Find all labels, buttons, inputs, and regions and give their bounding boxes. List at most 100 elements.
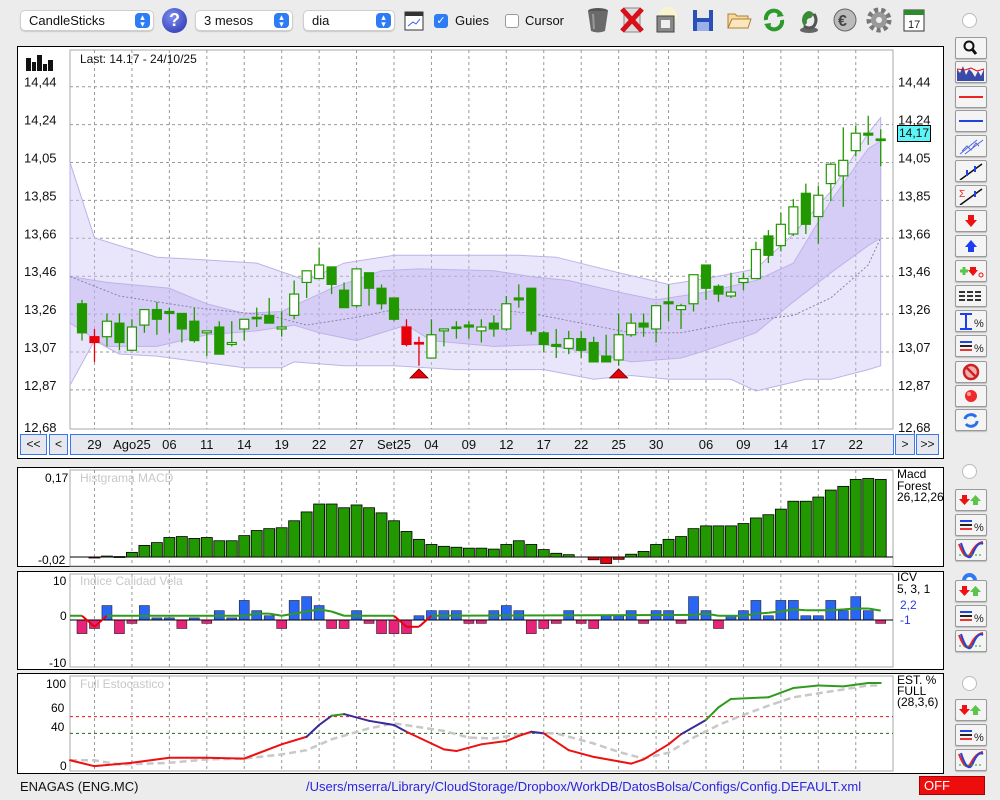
candle-body (189, 320, 200, 342)
crossover-button[interactable] (955, 539, 987, 561)
candle (601, 334, 612, 363)
candle-body (426, 334, 437, 359)
red-line-button[interactable] (955, 86, 987, 108)
candle (551, 328, 562, 359)
icv-line-segment (768, 610, 781, 614)
trendline-button[interactable] (955, 160, 987, 182)
save-icon[interactable] (690, 6, 716, 34)
blue-line-button[interactable] (955, 110, 987, 132)
icv-bar (550, 619, 562, 624)
candle (76, 299, 88, 341)
macd-bar (175, 536, 188, 558)
candle-body (463, 324, 474, 328)
crossover-button[interactable] (955, 749, 987, 771)
price-chart[interactable]: 14,44 14,44 14,24 14,24 14,05 14,05 13,85 13,85… (0, 0, 1000, 470)
candle (126, 319, 138, 351)
panel-radio-stoch[interactable] (962, 676, 977, 691)
interval-value: dia (312, 13, 330, 28)
candle (750, 241, 762, 280)
reload-button[interactable] (955, 409, 987, 431)
stop-button[interactable] (955, 361, 987, 383)
nav-first-button[interactable]: << (20, 434, 47, 455)
nav-prev-button[interactable]: < (49, 434, 68, 455)
nav-next-button[interactable]: > (895, 434, 915, 455)
candle (813, 185, 824, 244)
candle (214, 321, 225, 355)
sync-icon[interactable] (796, 6, 822, 34)
chart-type-select[interactable]: CandleSticks ▴ ▾ (20, 10, 154, 31)
config-path-link[interactable]: /Users/mserra/Library/CloudStorage/Dropb… (306, 779, 862, 794)
signals-button[interactable] (955, 699, 987, 721)
bar-chart-icon[interactable] (26, 55, 54, 71)
levels-percent-button[interactable]: % (955, 605, 987, 627)
candle-body (675, 305, 687, 311)
date-label: 14 (773, 437, 789, 452)
date-label: 06 (162, 437, 177, 452)
buy-signal-button[interactable] (955, 235, 987, 257)
delete-icon[interactable] (619, 6, 645, 34)
status-toggle[interactable]: OFF (919, 776, 985, 795)
icv-bar (276, 619, 287, 629)
calendar-icon[interactable]: 17 (901, 6, 927, 34)
grid-lines-button[interactable] (955, 285, 987, 307)
panel-radio-macd[interactable] (962, 464, 977, 479)
svg-text:Σ: Σ (959, 189, 965, 200)
macd-bar (200, 537, 213, 558)
add-signal-button[interactable] (955, 260, 987, 282)
icv-bar (263, 615, 275, 621)
macd-bar (525, 544, 538, 558)
range-percent-button[interactable]: % (955, 310, 987, 332)
guides-checkbox[interactable]: ✓ (434, 14, 448, 28)
candle-body (813, 194, 824, 218)
candle (613, 313, 624, 366)
indicator-charts[interactable] (0, 460, 1000, 780)
chevron-updown-icon: ▴ ▾ (376, 13, 391, 29)
icv-bar (875, 619, 887, 624)
stoch-k-segment (567, 749, 595, 758)
stoch-k-segment (343, 713, 371, 722)
chart-window-icon[interactable] (404, 11, 424, 31)
icv-bar (525, 619, 537, 634)
date-label: 25 (611, 437, 626, 452)
volume-chart-button[interactable] (955, 61, 987, 83)
dashed-lines-icon (959, 291, 983, 301)
signals-button[interactable] (955, 580, 987, 602)
stoch-k-segment (480, 739, 508, 746)
crossover-button[interactable] (955, 630, 987, 652)
refresh-icon[interactable] (761, 6, 787, 34)
gear-icon[interactable] (866, 6, 892, 34)
stoch-label-2: FULL (897, 684, 927, 698)
signals-button[interactable] (955, 489, 987, 511)
candle-body (538, 332, 549, 346)
zoom-button[interactable] (955, 37, 987, 59)
candle-body (388, 297, 400, 320)
levels-percent-button[interactable]: % (955, 514, 987, 536)
sum-trendline-button[interactable]: Σ (955, 185, 987, 207)
candle-body (601, 355, 612, 363)
nav-last-button[interactable]: >> (916, 434, 939, 455)
folder-icon[interactable] (726, 6, 752, 34)
channel-button[interactable] (955, 135, 987, 157)
panel-radio-main[interactable] (962, 13, 977, 28)
jar-icon[interactable] (653, 6, 679, 34)
period-select[interactable]: 3 mesos ▴ ▾ (195, 10, 293, 31)
lines-percent-icon: % (960, 520, 984, 534)
macd-bar (413, 538, 425, 558)
candle (164, 307, 175, 333)
record-button[interactable] (955, 385, 987, 407)
date-axis-scrollbar[interactable] (70, 434, 894, 455)
cursor-checkbox[interactable] (505, 14, 519, 28)
levels-percent-button[interactable]: % (955, 724, 987, 746)
lines-percent-button[interactable]: % (955, 335, 987, 357)
trash-icon[interactable] (585, 6, 611, 34)
stoch-k-segment (93, 761, 133, 768)
sell-signal-button[interactable] (955, 210, 987, 232)
macd-bar (637, 551, 650, 558)
euro-icon[interactable]: € (832, 6, 858, 34)
help-icon[interactable]: ? (162, 8, 187, 33)
candle-body (501, 303, 512, 330)
down-up-arrows-icon (959, 586, 981, 596)
interval-select[interactable]: dia ▴ ▾ (303, 10, 395, 31)
area-chart-icon (957, 66, 985, 81)
candle-body (626, 322, 637, 336)
